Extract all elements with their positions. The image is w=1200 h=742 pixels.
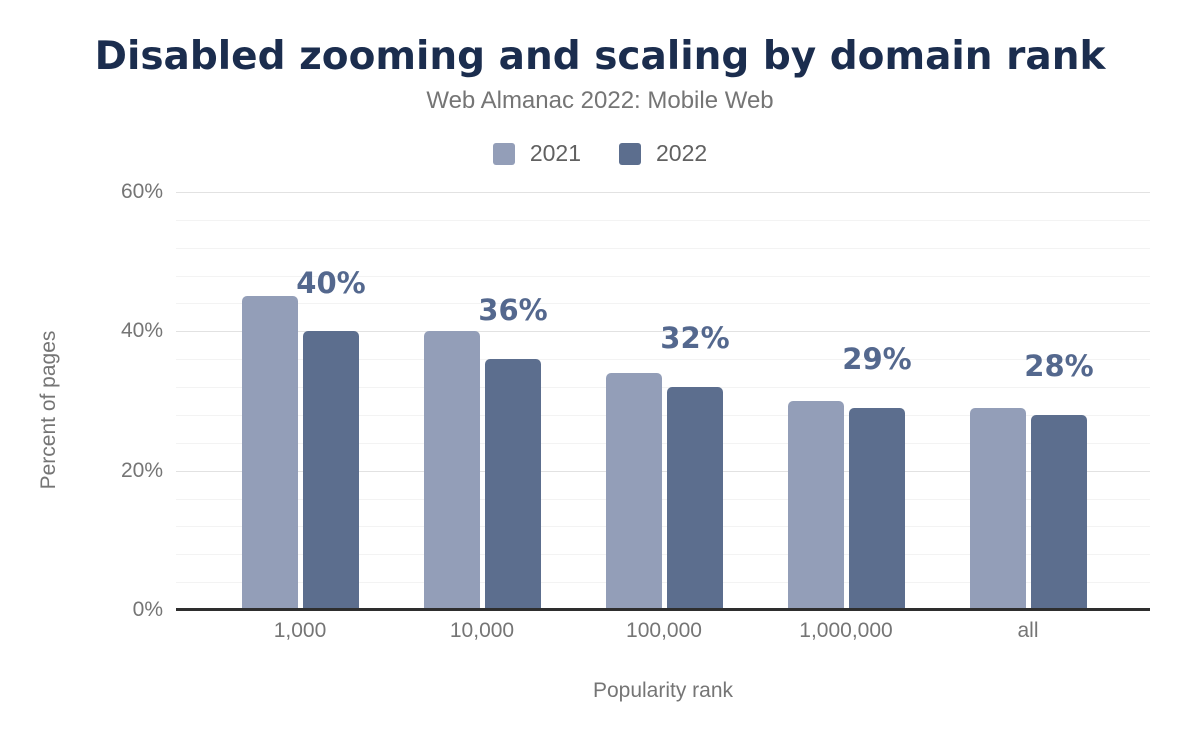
bar-2021-1000[interactable] bbox=[242, 296, 298, 610]
gridline-28pct bbox=[176, 415, 1150, 416]
gridline-24pct bbox=[176, 443, 1150, 444]
gridline-32pct bbox=[176, 387, 1150, 388]
y-tick-40: 40% bbox=[120, 319, 163, 342]
gridline-16pct bbox=[176, 499, 1150, 500]
bar-2022-1000[interactable] bbox=[303, 331, 359, 610]
gridline-44pct bbox=[176, 303, 1150, 304]
gridline-20pct bbox=[176, 471, 1150, 472]
value-label-1000000: 29% bbox=[842, 342, 912, 376]
gridline-4pct bbox=[176, 582, 1150, 583]
bar-2022-100000[interactable] bbox=[667, 387, 723, 610]
bar-2022-10000[interactable] bbox=[485, 359, 541, 610]
bar-2022-1000000[interactable] bbox=[849, 408, 905, 610]
gridline-36pct bbox=[176, 359, 1150, 360]
value-label-10000: 36% bbox=[478, 293, 548, 327]
value-label-all: 28% bbox=[1024, 349, 1094, 383]
bar-2021-all[interactable] bbox=[970, 408, 1026, 610]
gridline-52pct bbox=[176, 248, 1150, 249]
gridline-12pct bbox=[176, 526, 1150, 527]
x-tick-all: all bbox=[1017, 619, 1039, 642]
value-label-1000: 40% bbox=[296, 266, 366, 300]
gridline-60pct bbox=[176, 192, 1150, 193]
legend-label-2021: 2021 bbox=[529, 140, 581, 166]
legend-item-2022: 2022 bbox=[619, 142, 707, 165]
legend-swatch-2022 bbox=[619, 142, 641, 165]
legend-swatch-2021 bbox=[492, 142, 515, 165]
bar-2021-1000000[interactable] bbox=[788, 401, 844, 610]
chart-subtitle: Web Almanac 2022: Mobile Web bbox=[426, 87, 774, 114]
x-axis-line bbox=[176, 608, 1150, 611]
x-tick-100000: 100,000 bbox=[626, 619, 702, 642]
chart-title: Disabled zooming and scaling by domain r… bbox=[94, 34, 1106, 79]
y-tick-20: 20% bbox=[120, 459, 163, 482]
value-label-100000: 32% bbox=[660, 321, 730, 355]
y-tick-60: 60% bbox=[120, 180, 163, 203]
x-axis-title: Popularity rank bbox=[592, 679, 734, 702]
gridline-40pct bbox=[176, 331, 1150, 332]
bar-2021-10000[interactable] bbox=[424, 331, 480, 610]
legend-label-2022: 2022 bbox=[656, 140, 708, 166]
x-tick-1000000: 1,000,000 bbox=[799, 619, 893, 642]
gridline-48pct bbox=[176, 276, 1150, 277]
legend-item-2021: 2021 bbox=[492, 140, 581, 166]
legend: 2021 2022 bbox=[0, 142, 1200, 165]
gridline-56pct bbox=[176, 220, 1150, 221]
y-tick-0: 0% bbox=[132, 598, 163, 621]
gridline-8pct bbox=[176, 554, 1150, 555]
x-tick-10000: 10,000 bbox=[449, 619, 515, 642]
bar-2022-all[interactable] bbox=[1031, 415, 1087, 610]
x-tick-1000: 1,000 bbox=[273, 619, 327, 642]
bar-2021-100000[interactable] bbox=[606, 373, 662, 610]
